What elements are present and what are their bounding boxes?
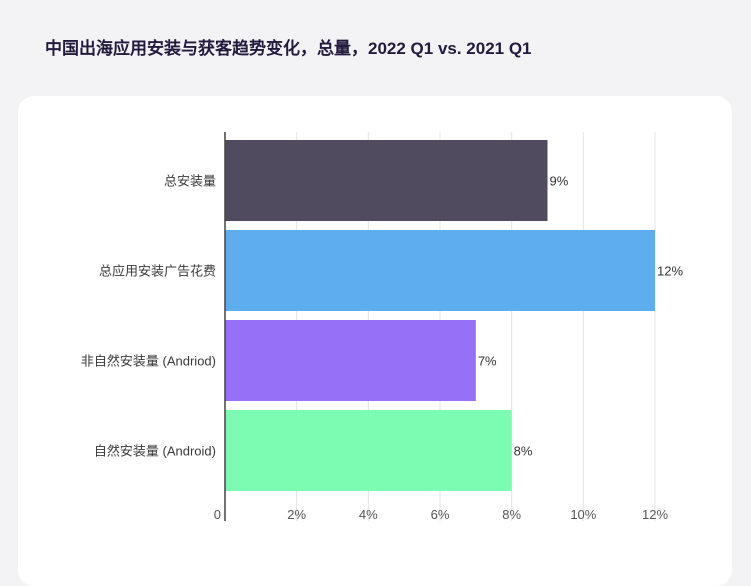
data-label: 9%: [550, 174, 569, 189]
category-label: 总应用安装广告花费: [99, 264, 216, 279]
x-tick-label: 12%: [642, 507, 668, 522]
bar: [225, 320, 476, 401]
category-label: 总安装量: [164, 174, 216, 189]
x-tick-label: 6%: [431, 507, 450, 522]
bar-chart: 9% 总安装量 12% 总应用安装广告花费 7% 非自然安装量 (Andriod) 8% 自然…: [81, 132, 683, 522]
data-label: 7%: [478, 354, 497, 369]
category-label: 自然安装量 (Android): [94, 444, 216, 459]
bar: [225, 410, 512, 491]
x-tick-label: 0: [214, 507, 221, 522]
x-tick-label: 10%: [570, 507, 596, 522]
data-label: 12%: [657, 264, 683, 279]
category-label: 非自然安装量 (Andriod): [81, 354, 216, 369]
bar: [225, 230, 655, 311]
x-tick-label: 2%: [287, 507, 306, 522]
chart-title: 中国出海应用安装与获客趋势变化，总量，2022 Q1 vs. 2021 Q1: [45, 39, 532, 58]
x-tick-label: 8%: [502, 507, 521, 522]
data-label: 8%: [514, 444, 533, 459]
bar: [225, 140, 548, 221]
x-tick-label: 4%: [359, 507, 378, 522]
